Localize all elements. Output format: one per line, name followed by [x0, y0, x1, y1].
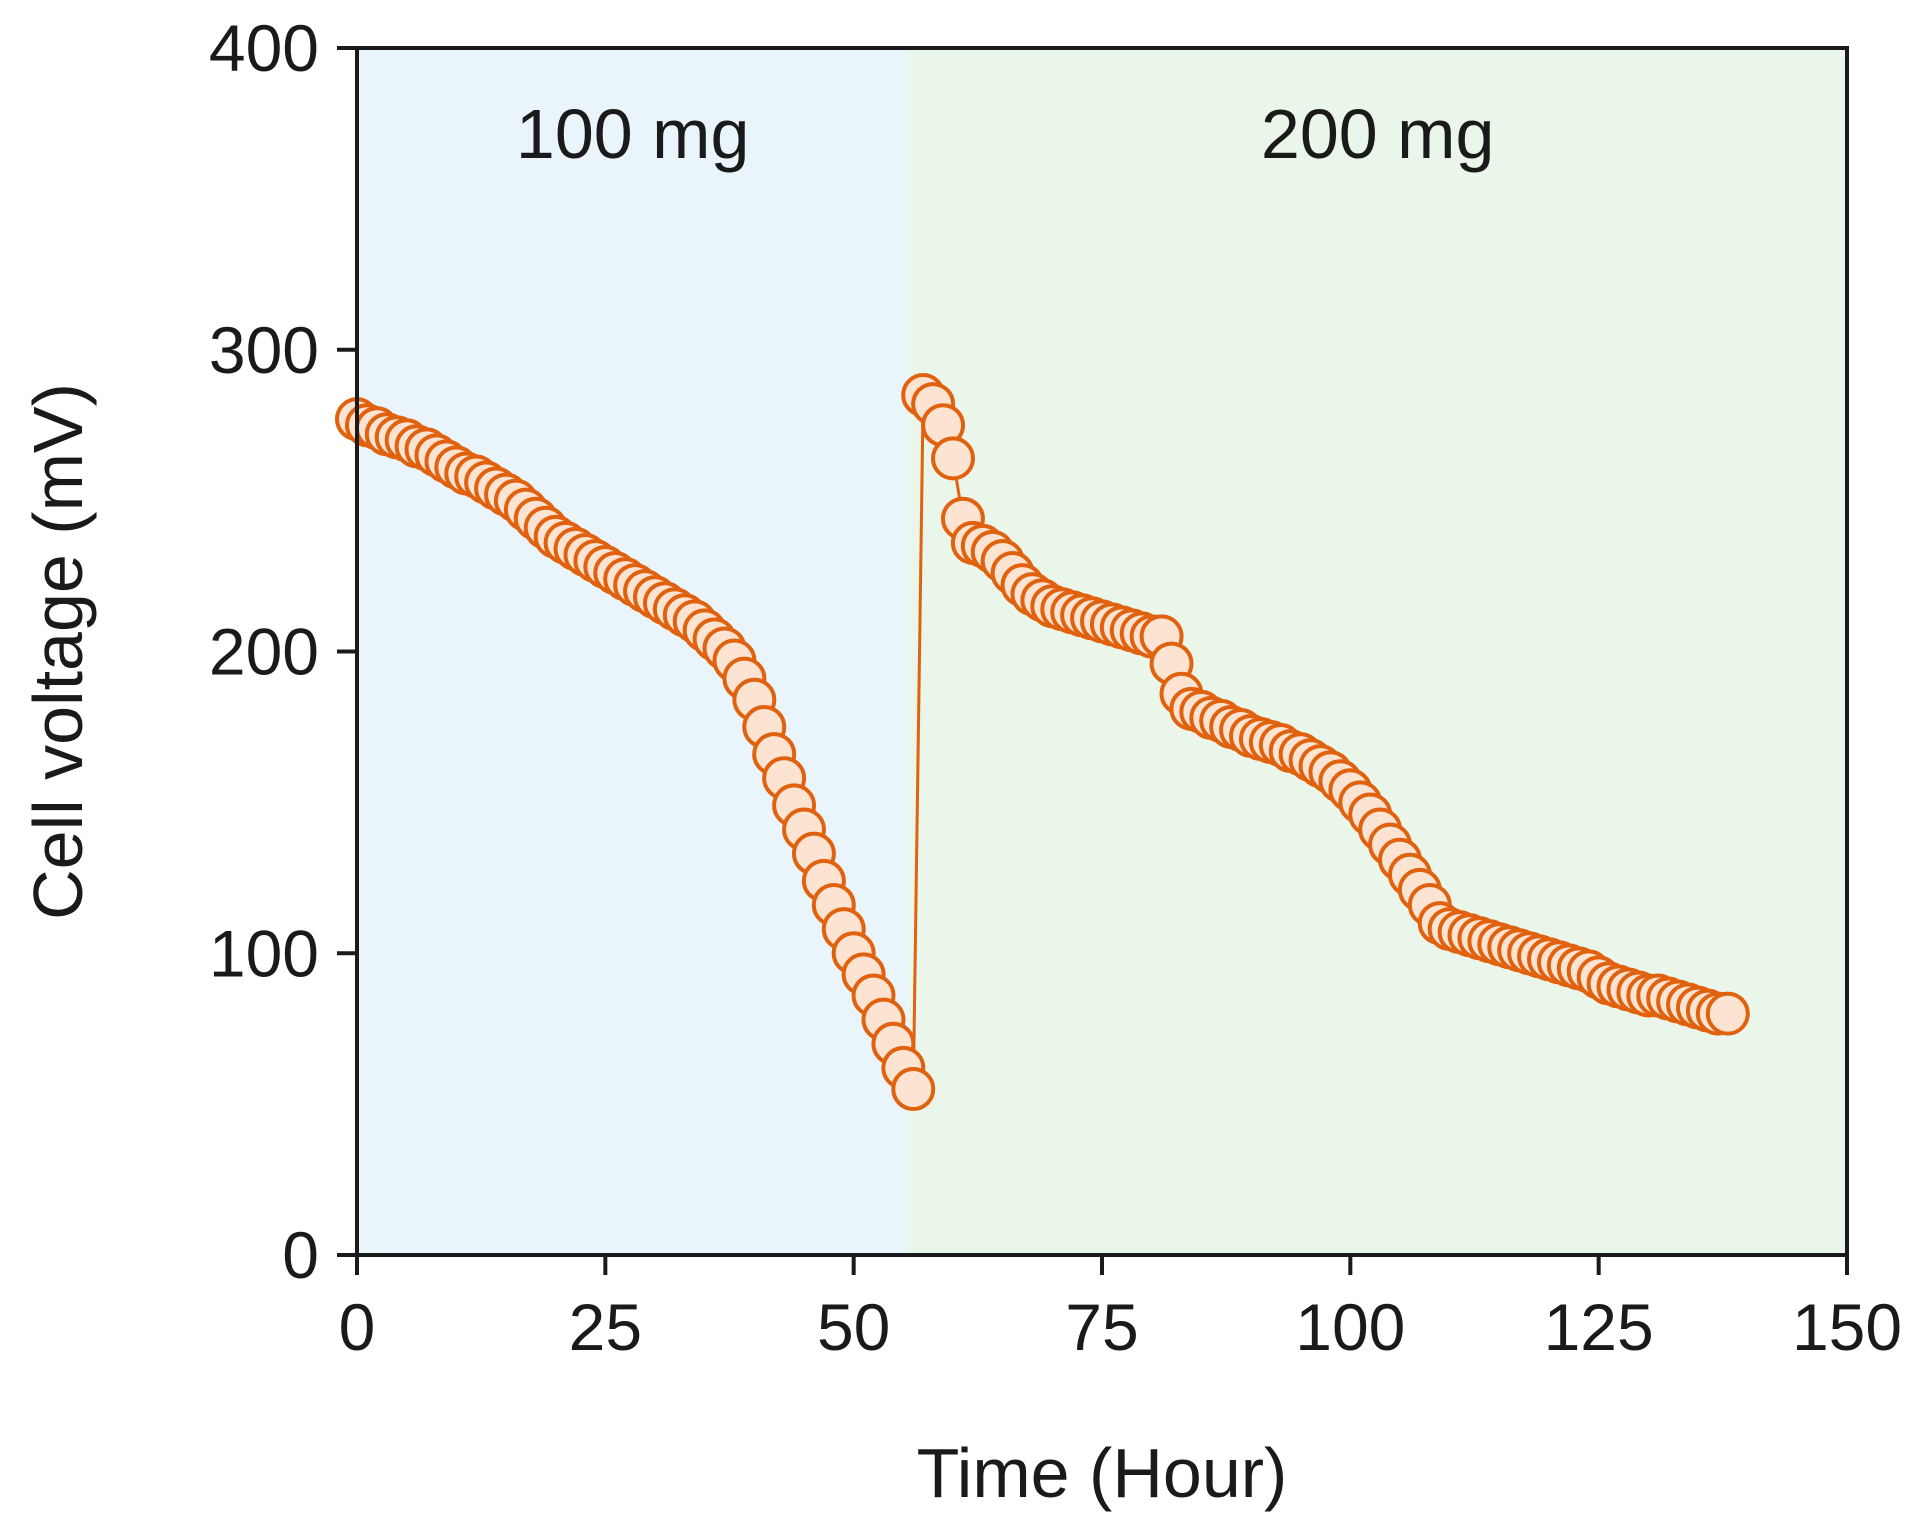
y-tick-label: 400	[209, 11, 319, 85]
region-label-1: 200 mg	[1261, 95, 1494, 173]
data-point	[1705, 991, 1750, 1036]
axes	[337, 46, 1849, 1275]
tick-labels: 0 25 50 75 100 125 150 0 100 200 300 400	[209, 11, 1902, 1364]
x-tick-label: 0	[339, 1290, 376, 1364]
region-band-0	[357, 48, 909, 1255]
region-label-0: 100 mg	[516, 95, 749, 173]
x-tick-label: 50	[817, 1290, 890, 1364]
x-tick-label: 125	[1544, 1290, 1654, 1364]
data-points	[335, 373, 1750, 1112]
y-tick-label: 200	[209, 615, 319, 689]
x-tick-label: 100	[1295, 1290, 1405, 1364]
y-tick-label: 0	[282, 1218, 319, 1292]
data-point	[891, 1067, 936, 1112]
y-axis-title: Cell voltage (mV)	[19, 383, 97, 920]
y-tick-label: 100	[209, 916, 319, 990]
x-tick-label: 75	[1065, 1290, 1138, 1364]
x-axis-title: Time (Hour)	[917, 1434, 1288, 1512]
x-tick-label: 150	[1792, 1290, 1902, 1364]
region-band-1	[908, 48, 1847, 1255]
y-tick-label: 300	[209, 313, 319, 387]
data-point	[931, 436, 975, 481]
background-regions: 100 mg 200 mg	[357, 48, 1847, 1255]
x-tick-label: 25	[569, 1290, 642, 1364]
